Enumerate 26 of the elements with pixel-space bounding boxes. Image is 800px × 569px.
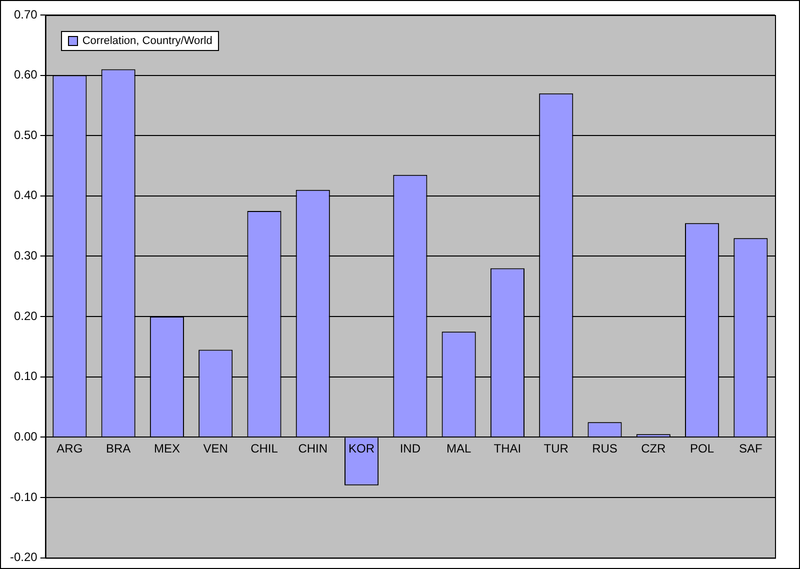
x-tick-label: VEN bbox=[203, 441, 228, 456]
y-tick-label: 0.60 bbox=[14, 68, 38, 82]
y-tick-label: 0.40 bbox=[14, 188, 38, 202]
x-tick-label: CZR bbox=[641, 441, 666, 456]
x-tick-label: SAF bbox=[739, 441, 762, 456]
x-tick-label: TUR bbox=[544, 441, 569, 456]
x-tick-label: MAL bbox=[446, 441, 472, 456]
x-tick-label: MEX bbox=[154, 441, 180, 456]
y-tick-label: -0.10 bbox=[10, 490, 38, 504]
x-tick-label: KOR bbox=[348, 441, 375, 456]
x-tick-label: ARG bbox=[56, 441, 83, 456]
y-tick-label: 0.30 bbox=[14, 248, 38, 263]
x-tick-label: RUS bbox=[592, 441, 618, 456]
x-tick-label: POL bbox=[690, 441, 714, 456]
x-tick-label: THAI bbox=[494, 441, 522, 456]
y-tick-label: 0.50 bbox=[14, 128, 38, 142]
y-tick-label: 0.10 bbox=[14, 369, 38, 384]
y-tick-label: 0.20 bbox=[14, 308, 38, 323]
legend-label: Correlation, Country/World bbox=[82, 35, 212, 47]
x-tick-label: BRA bbox=[106, 441, 131, 456]
y-tick-label: 0.70 bbox=[14, 7, 38, 22]
x-tick-label: CHIL bbox=[250, 441, 278, 456]
x-tick-label: CHIN bbox=[298, 441, 328, 456]
y-tick-label: 0.00 bbox=[14, 429, 38, 444]
y-tick-label: -0.20 bbox=[10, 550, 38, 564]
x-tick-label: IND bbox=[400, 441, 421, 456]
